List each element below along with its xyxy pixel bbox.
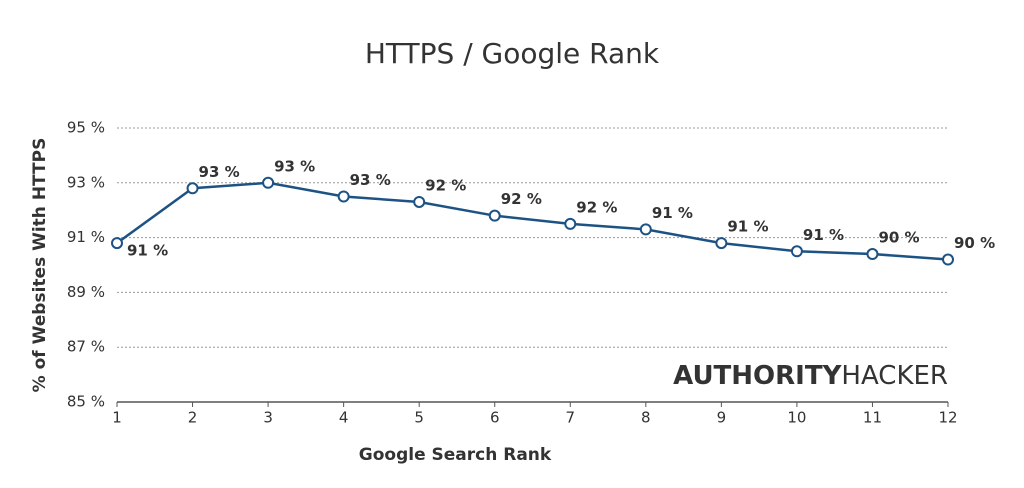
y-tick-label: 89 %	[67, 283, 105, 301]
y-tick-label: 91 %	[67, 228, 105, 246]
point	[488, 209, 501, 222]
x-tick-label: 9	[717, 409, 727, 427]
watermark-light: HACKER	[841, 361, 948, 391]
value-label: 93 %	[350, 171, 391, 189]
point	[186, 182, 199, 195]
value-label: 90 %	[878, 229, 919, 247]
point	[942, 253, 954, 266]
point	[413, 195, 426, 208]
point	[715, 237, 728, 250]
value-label: 92 %	[501, 190, 542, 208]
x-tick-label: 5	[414, 409, 424, 427]
x-tick-label: 11	[863, 409, 882, 427]
point	[639, 223, 652, 236]
y-tick-label: 85 %	[67, 393, 105, 411]
x-tick-label: 2	[188, 409, 198, 427]
chart-title: HTTPS / Google Rank	[365, 37, 660, 70]
point	[262, 176, 275, 189]
value-label: 93 %	[199, 163, 240, 181]
y-tick-label: 95 %	[67, 119, 105, 137]
value-label: 92 %	[576, 198, 617, 216]
point	[866, 248, 879, 261]
watermark: AUTHORITYHACKER	[673, 361, 948, 391]
value-label: 93 %	[274, 157, 315, 175]
x-tick-label: 1	[112, 409, 122, 427]
point	[111, 237, 123, 250]
x-tick-label: 8	[641, 409, 651, 427]
y-axis-label: % of Websites With HTTPS	[30, 138, 50, 393]
point	[790, 245, 803, 258]
y-tick-label: 93 %	[67, 173, 105, 191]
value-label: 91 %	[727, 218, 768, 236]
watermark-bold: AUTHORITY	[673, 361, 842, 391]
x-tick-label: 12	[938, 409, 957, 427]
value-label: 91 %	[652, 204, 693, 222]
x-axis-label: Google Search Rank	[359, 445, 552, 465]
value-label: 90 %	[954, 234, 995, 252]
point	[564, 217, 577, 230]
y-tick-label: 87 %	[67, 338, 105, 356]
x-tick-label: 3	[263, 409, 273, 427]
x-tick-label: 4	[339, 409, 349, 427]
point	[337, 190, 350, 203]
x-tick-label: 6	[490, 409, 500, 427]
value-label: 91 %	[803, 226, 844, 244]
line	[116, 181, 949, 261]
x-tick-label: 10	[787, 409, 806, 427]
x-tick-label: 7	[565, 409, 575, 427]
value-label: 92 %	[425, 176, 466, 194]
value-label: 91 %	[127, 242, 168, 260]
